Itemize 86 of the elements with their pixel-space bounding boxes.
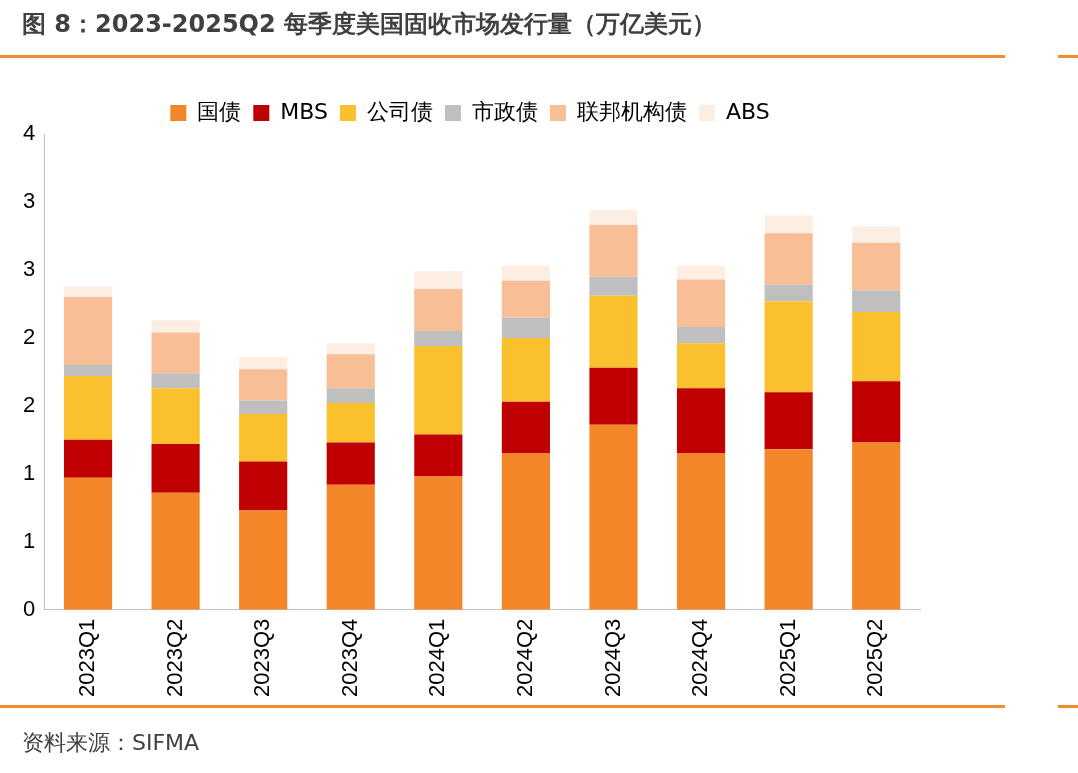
x-tick-label: 2024Q2 (511, 618, 537, 698)
bar (63, 365, 113, 376)
bar (63, 439, 113, 478)
bar (501, 401, 550, 454)
bar (151, 492, 200, 610)
bar (589, 210, 638, 226)
y-tick-label: 1 (22, 527, 36, 553)
legend-label: 联邦机构债 (576, 98, 687, 124)
bar (63, 286, 113, 298)
chart-title: 图 8：2023-2025Q2 每季度美国固收市场发行量（万亿美元） (22, 9, 717, 40)
bar (326, 343, 375, 355)
x-tick-label: 2024Q1 (424, 618, 450, 698)
bar (501, 280, 550, 318)
x-tick-label: 2023Q2 (161, 618, 187, 698)
bar (676, 279, 726, 327)
bar (414, 346, 463, 435)
bar (852, 226, 901, 243)
bar (501, 317, 550, 338)
bar (326, 442, 375, 485)
bar (151, 320, 200, 333)
y-tick-label: 3 (22, 188, 36, 214)
bar (589, 295, 638, 368)
bar (414, 271, 463, 289)
bar (63, 297, 113, 366)
y-tick-label: 2 (22, 323, 36, 349)
y-tick-label: 3 (22, 255, 36, 281)
bar (676, 388, 726, 454)
bar (764, 215, 813, 234)
bar (501, 337, 550, 402)
bar (764, 449, 813, 610)
bar (326, 388, 375, 404)
bar (589, 367, 638, 425)
bar (414, 476, 463, 610)
bar (326, 403, 375, 443)
bar (852, 312, 901, 382)
bar (63, 477, 113, 610)
legend-label: 公司债 (366, 98, 433, 124)
bar (239, 369, 288, 401)
bar (676, 343, 726, 389)
y-tick-label: 1 (22, 459, 36, 485)
x-tick-label: 2024Q3 (599, 618, 625, 698)
bar (63, 375, 113, 440)
bar (414, 288, 463, 332)
bar (239, 356, 288, 370)
bar (414, 434, 463, 477)
y-tick-label: 4 (22, 120, 36, 146)
bar (501, 453, 550, 610)
legend-label: ABS (725, 98, 770, 124)
legend-label: MBS (280, 98, 328, 124)
x-tick-label: 2024Q4 (687, 618, 713, 698)
bar (239, 400, 288, 414)
bar (151, 388, 200, 444)
bar (852, 442, 901, 610)
x-tick-label: 2025Q1 (774, 618, 800, 698)
bar (589, 225, 638, 277)
x-tick-label: 2023Q4 (336, 618, 362, 698)
bar (676, 265, 726, 280)
bar (852, 381, 901, 443)
bar (151, 332, 200, 374)
bar (414, 331, 463, 347)
bar (151, 443, 200, 493)
bar (239, 461, 288, 511)
legend-label: 市政债 (471, 98, 538, 124)
bar (764, 392, 813, 450)
bar (764, 284, 813, 302)
bar (589, 424, 638, 610)
bar (589, 276, 638, 296)
bar (239, 413, 288, 462)
bar (501, 265, 550, 281)
bar (764, 301, 813, 393)
bar (239, 510, 288, 610)
x-tick-label: 2023Q1 (74, 618, 100, 698)
bar (151, 373, 200, 389)
bar (676, 327, 726, 344)
x-tick-label: 2023Q3 (249, 618, 275, 698)
bar (676, 453, 726, 610)
bar (764, 233, 813, 285)
y-tick-label: 0 (22, 595, 36, 621)
bar (852, 242, 901, 291)
x-tick-label: 2025Q2 (862, 618, 888, 698)
bar (326, 484, 375, 610)
y-tick-label: 2 (22, 391, 36, 417)
bar (326, 354, 375, 389)
legend-label: 国债 (197, 98, 242, 124)
bar (852, 290, 901, 313)
text: 资料来源：SIFMA (22, 729, 200, 757)
